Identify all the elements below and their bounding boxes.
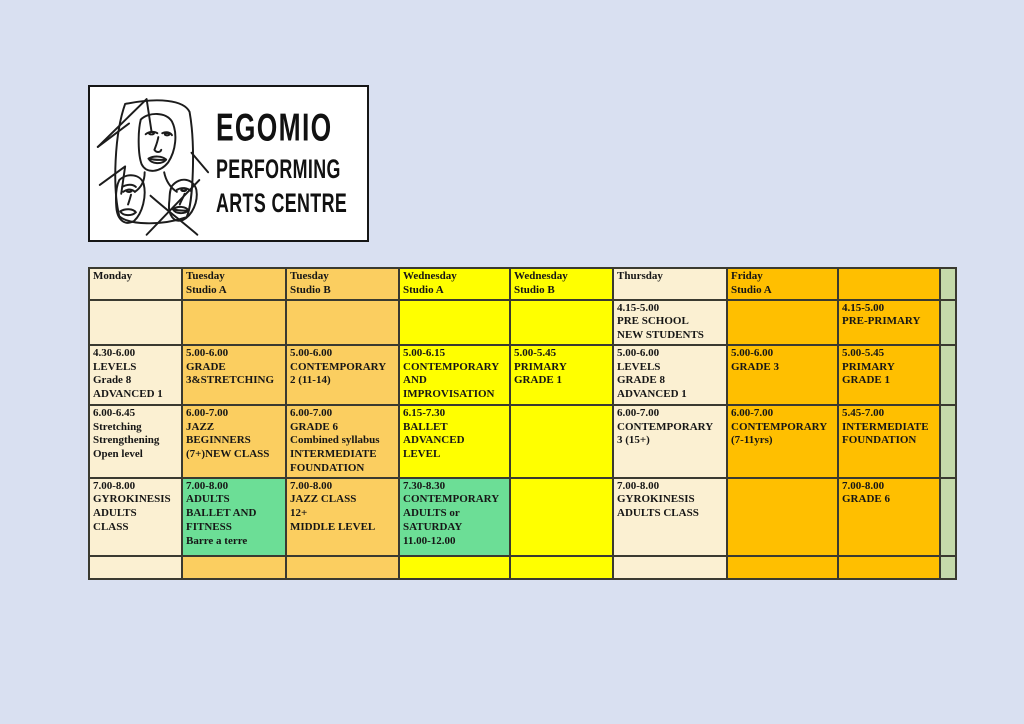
cell-r2-wednesday-studio-a: 5.00-6.15 CONTEMPORARY AND IMPROVISATION [398,343,511,406]
header-wednesday-studio-b: Wednesday Studio B [509,267,614,301]
cell-r1-thursday: 4.15-5.00 PRE SCHOOL NEW STUDENTS [612,298,728,346]
cell-r2-tuesday-studio-b: 5.00-6.00 CONTEMPORARY 2 (11-14) [285,343,400,406]
cell-r1-wednesday-studio-b [509,298,614,346]
cell-r4-tuesday-studio-a: 7.00-8.00 ADULTS BALLET AND FITNESS Barr… [181,476,287,557]
cell-r2-tuesday-studio-a: 5.00-6.00 GRADE 3&STRETCHING [181,343,287,406]
egomio-logo: EGOMIO PERFORMING ARTS CENTRE [88,85,369,242]
logo-wordmark: EGOMIO PERFORMING ARTS CENTRE [212,109,367,218]
cell-r4-side-strip [939,476,957,557]
cell-r3-thursday: 6.00-7.00 CONTEMPORARY 3 (15+) [612,403,728,479]
row-early-evening: 4.30-6.00 LEVELS Grade 8 ADVANCED 1 5.00… [88,343,957,406]
header-tuesday-studio-b: Tuesday Studio B [285,267,400,301]
cell-r1-tuesday-studio-a [181,298,287,346]
logo-title-line2: PERFORMING [216,155,341,186]
cell-r4-thursday: 7.00-8.00 GYROKINESIS ADULTS CLASS [612,476,728,557]
cell-r5-tuesday-studio-a [181,554,287,580]
cell-r5-thursday [612,554,728,580]
cell-r3-wednesday-studio-a: 6.15-7.30 BALLET ADVANCED LEVEL [398,403,511,479]
cell-r3-friday-studio-a: 6.00-7.00 CONTEMPORARY (7-11yrs) [726,403,839,479]
cell-r4-tuesday-studio-b: 7.00-8.00 JAZZ CLASS 12+ MIDDLE LEVEL [285,476,400,557]
cell-r2-friday-studio-a: 5.00-6.00 GRADE 3 [726,343,839,406]
cell-r3-monday: 6.00-6.45 Stretching Strengthening Open … [88,403,183,479]
cell-r1-side-strip [939,298,957,346]
header-tuesday-studio-a: Tuesday Studio A [181,267,287,301]
cell-r4-friday-studio-a [726,476,839,557]
header-wednesday-studio-a: Wednesday Studio A [398,267,511,301]
cell-r4-wednesday-studio-b [509,476,614,557]
cell-r5-side-strip [939,554,957,580]
header-friday-studio-a: Friday Studio A [726,267,839,301]
cell-r1-extra: 4.15-5.00 PRE-PRIMARY [837,298,941,346]
row-preschool: 4.15-5.00 PRE SCHOOL NEW STUDENTS 4.15-5… [88,298,957,346]
cell-r4-extra: 7.00-8.00 GRADE 6 [837,476,941,557]
cell-r5-wednesday-studio-b [509,554,614,580]
logo-title-line3: ARTS CENTRE [216,189,348,218]
cell-r2-monday: 4.30-6.00 LEVELS Grade 8 ADVANCED 1 [88,343,183,406]
cell-r2-wednesday-studio-b: 5.00-5.45 PRIMARY GRADE 1 [509,343,614,406]
row-footer-empty [88,554,957,580]
cell-r1-tuesday-studio-b [285,298,400,346]
cell-r3-extra: 5.45-7.00 INTERMEDIATE FOUNDATION [837,403,941,479]
header-side-strip [939,267,957,301]
cell-r2-extra: 5.00-5.45 PRIMARY GRADE 1 [837,343,941,406]
cell-r5-friday-studio-a [726,554,839,580]
row-mid-evening: 6.00-6.45 Stretching Strengthening Open … [88,403,957,479]
cell-r4-wednesday-studio-a: 7.30-8.30 CONTEMPORARY ADULTS or SATURDA… [398,476,511,557]
row-late-evening: 7.00-8.00 GYROKINESIS ADULTS CLASS 7.00-… [88,476,957,557]
cell-r5-tuesday-studio-b [285,554,400,580]
logo-title-line1: EGOMIO [216,109,333,150]
cell-r5-extra [837,554,941,580]
class-schedule-table: Monday Tuesday Studio A Tuesday Studio B… [88,267,957,580]
cell-r5-monday [88,554,183,580]
cell-r3-wednesday-studio-b [509,403,614,479]
header-extra [837,267,941,301]
header-thursday: Thursday [612,267,728,301]
header-monday: Monday [88,267,183,301]
three-faces-line-art-icon [96,98,210,236]
cell-r1-friday-studio-a [726,298,839,346]
header-row: Monday Tuesday Studio A Tuesday Studio B… [88,267,957,301]
cell-r4-monday: 7.00-8.00 GYROKINESIS ADULTS CLASS [88,476,183,557]
cell-r1-wednesday-studio-a [398,298,511,346]
cell-r3-tuesday-studio-a: 6.00-7.00 JAZZ BEGINNERS (7+)NEW CLASS [181,403,287,479]
cell-r1-monday [88,298,183,346]
cell-r2-thursday: 5.00-6.00 LEVELS GRADE 8 ADVANCED 1 [612,343,728,406]
cell-r3-side-strip [939,403,957,479]
cell-r5-wednesday-studio-a [398,554,511,580]
cell-r3-tuesday-studio-b: 6.00-7.00 GRADE 6 Combined syllabus INTE… [285,403,400,479]
cell-r2-side-strip [939,343,957,406]
